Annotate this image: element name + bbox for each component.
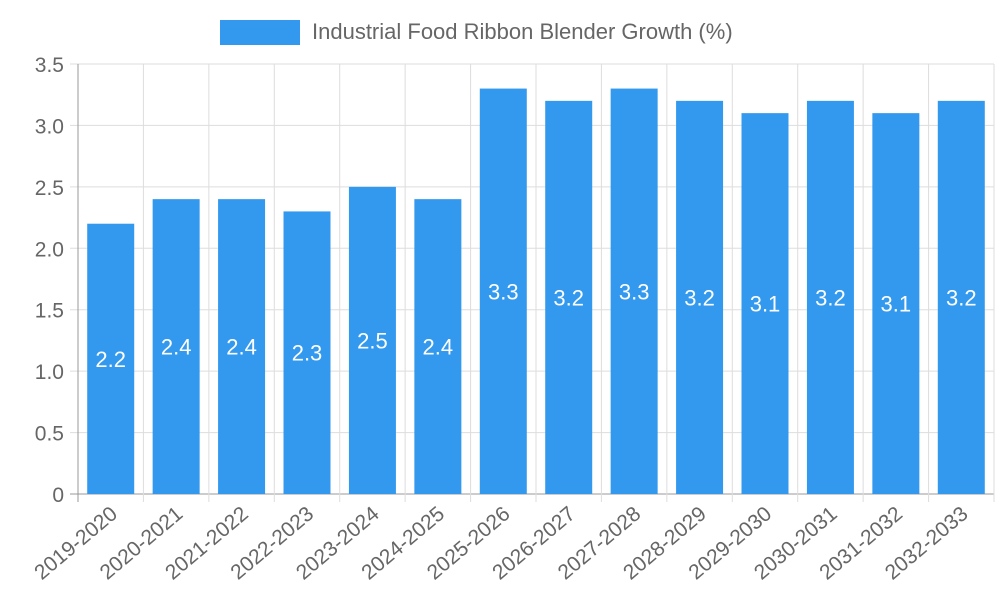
y-tick-label: 3.0 [35,115,64,138]
bar[interactable] [937,100,985,494]
data-label: 2.4 [423,335,454,360]
bar[interactable] [152,199,200,494]
y-tick-label: 3.5 [35,54,64,77]
legend-swatch [220,19,300,45]
data-label: 2.4 [161,335,192,360]
y-tick-label: 2.5 [35,177,64,200]
chart-legend[interactable]: Industrial Food Ribbon Blender Growth (%… [220,18,733,46]
data-label: 3.1 [750,292,781,317]
data-label: 3.2 [684,285,715,310]
bar[interactable] [283,211,331,494]
data-label: 2.4 [226,335,257,360]
bar[interactable] [479,88,527,495]
data-label: 3.2 [553,285,584,310]
data-label: 2.3 [292,341,323,366]
data-label: 3.2 [946,285,977,310]
bar[interactable] [741,113,789,495]
data-label: 2.2 [95,347,126,372]
data-label: 3.1 [881,292,912,317]
data-label: 3.3 [619,279,650,304]
y-tick-label: 0.5 [35,423,64,446]
bar[interactable] [414,199,462,494]
bar[interactable] [610,88,658,495]
bar[interactable] [218,199,266,494]
legend-label: Industrial Food Ribbon Blender Growth (%… [312,19,733,44]
bar[interactable] [87,223,135,494]
bar[interactable] [806,100,854,494]
y-tick-label: 2.0 [35,238,64,261]
data-label: 2.5 [357,328,388,353]
data-label: 3.2 [815,285,846,310]
bar[interactable] [872,113,920,495]
data-label: 3.3 [488,279,519,304]
bar[interactable] [348,186,396,494]
y-tick-label: 1.0 [35,361,64,384]
y-tick-label: 0 [52,484,64,507]
y-tick-label: 1.5 [35,300,64,323]
bar[interactable] [545,100,593,494]
bar[interactable] [676,100,724,494]
